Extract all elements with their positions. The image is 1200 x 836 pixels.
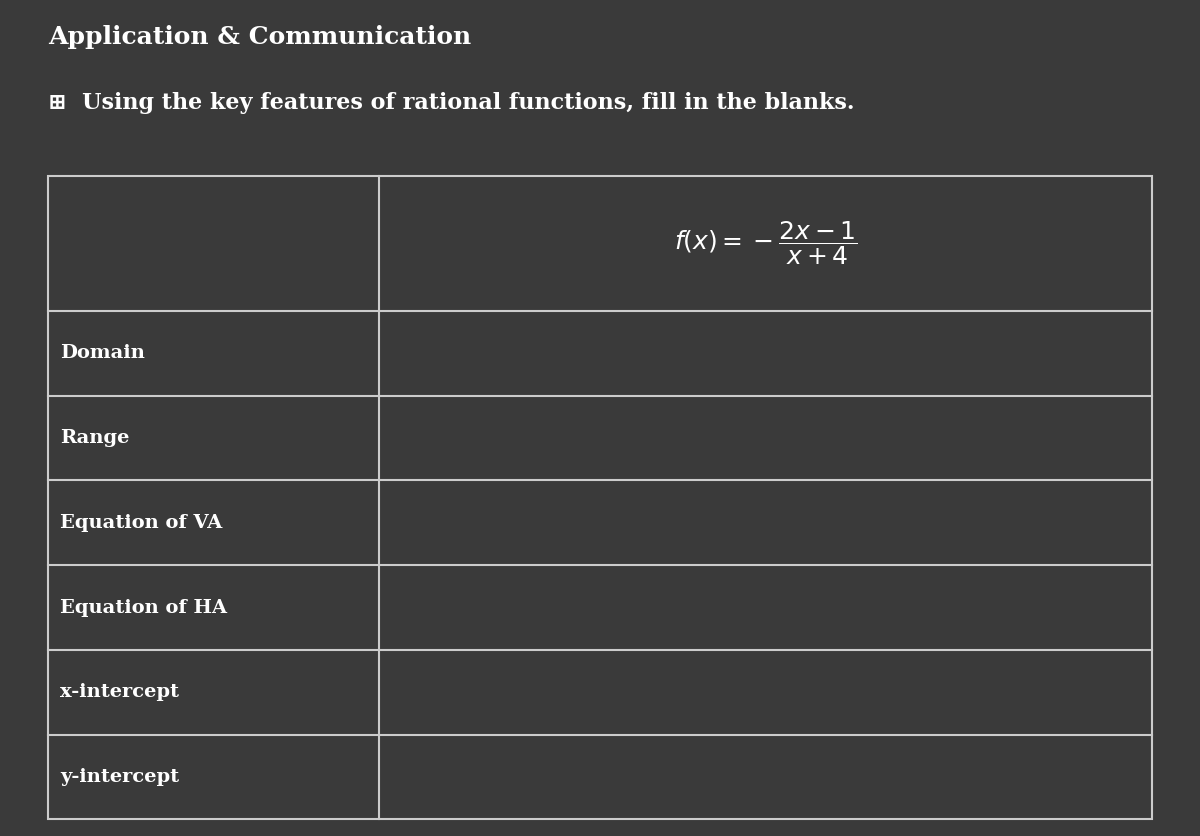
Text: x-intercept: x-intercept (60, 683, 179, 701)
Text: $f(x) = -\dfrac{2x-1}{x+4}$: $f(x) = -\dfrac{2x-1}{x+4}$ (673, 219, 858, 268)
Text: Application & Communication: Application & Communication (48, 25, 472, 49)
Text: Domain: Domain (60, 344, 145, 363)
Text: Equation of HA: Equation of HA (60, 599, 227, 616)
Bar (48, 176, 1152, 819)
Text: y-intercept: y-intercept (60, 768, 179, 786)
Text: Range: Range (60, 429, 130, 447)
Text: ⊞  Using the key features of rational functions, fill in the blanks.: ⊞ Using the key features of rational fun… (48, 92, 854, 114)
Text: Equation of VA: Equation of VA (60, 514, 222, 532)
